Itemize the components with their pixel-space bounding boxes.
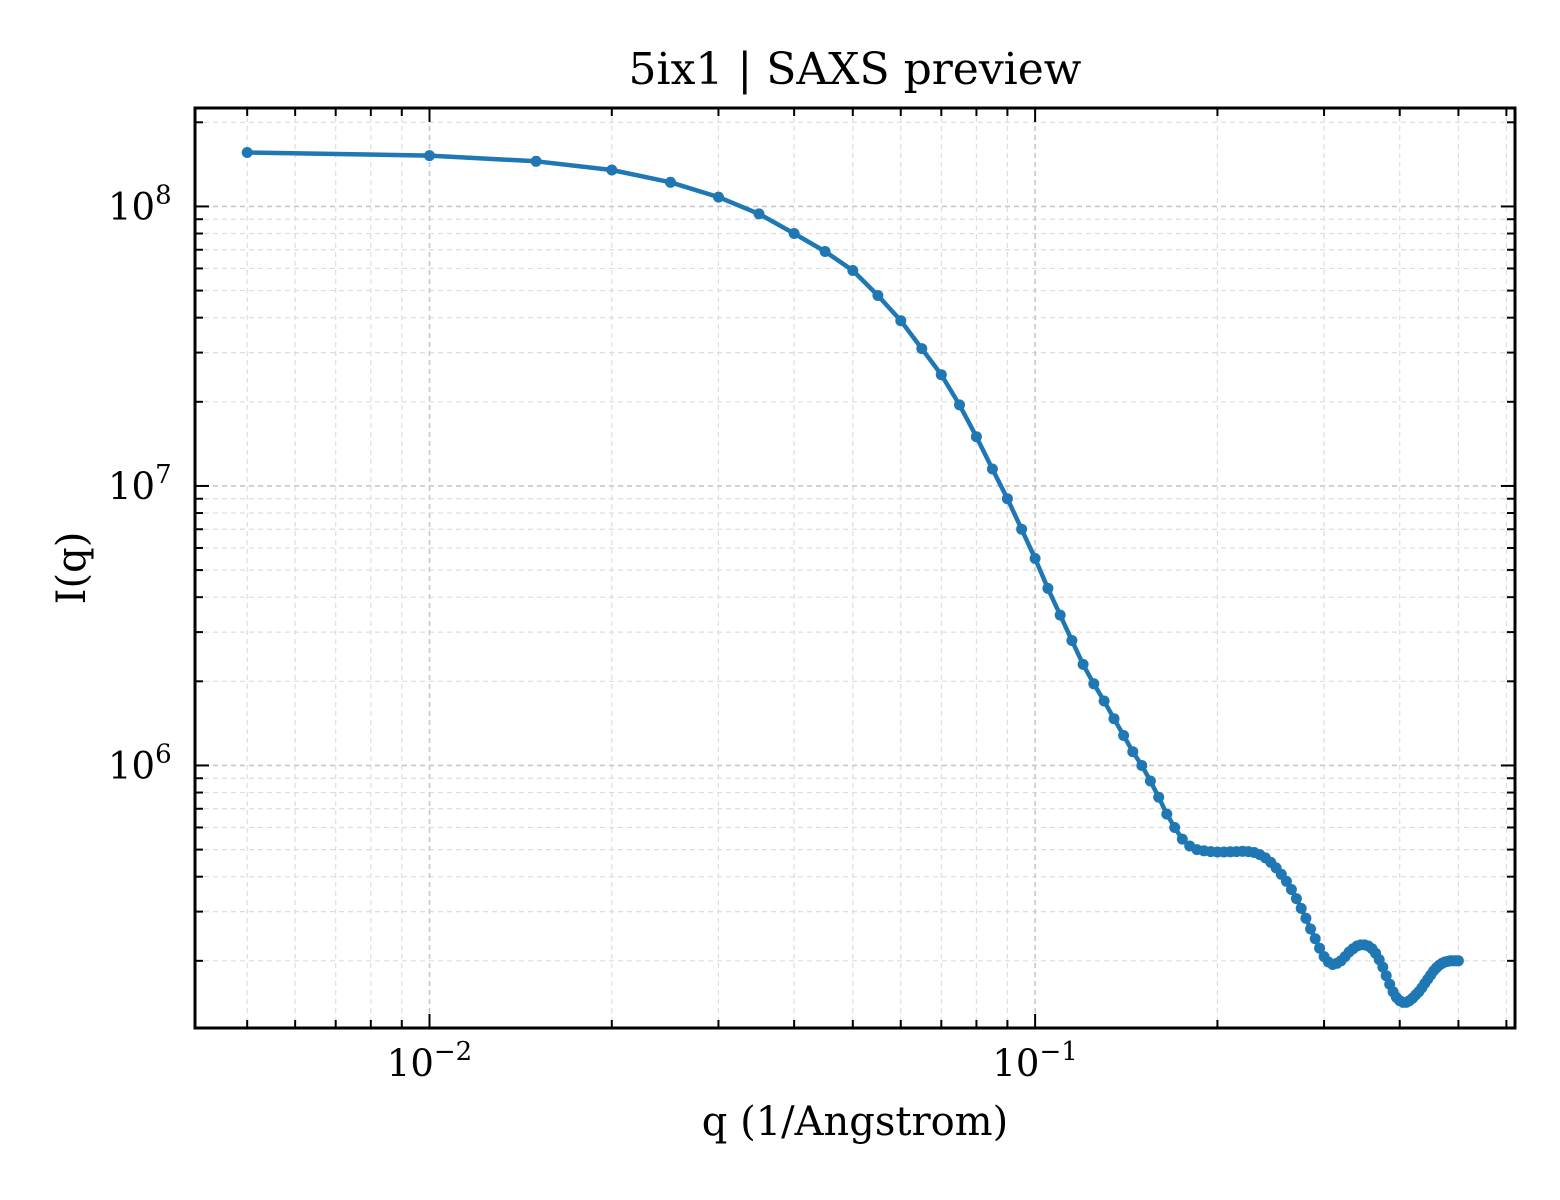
data-point — [1169, 822, 1181, 833]
data-point — [241, 147, 253, 158]
data-point — [1077, 658, 1089, 670]
data-point — [1153, 791, 1165, 803]
data-point — [1314, 942, 1326, 954]
data-point — [606, 164, 618, 176]
tick-labels: 10−2 10−1 106 107 108 — [108, 180, 1078, 1085]
data-point — [986, 463, 998, 475]
data-point — [1452, 955, 1464, 967]
y-tick-label: 107 — [108, 460, 172, 508]
data-point — [1285, 884, 1297, 895]
data-point — [1280, 875, 1292, 887]
plot-frame — [193, 106, 1517, 1030]
data-point — [1380, 970, 1392, 982]
data-point — [1001, 493, 1013, 505]
data-point — [753, 208, 765, 220]
data-point — [1088, 678, 1100, 690]
data-point — [935, 369, 947, 381]
data-point — [1290, 893, 1302, 905]
data-point — [1305, 923, 1317, 935]
data-point — [1054, 609, 1066, 621]
data-point — [713, 191, 724, 203]
data-point — [847, 265, 859, 276]
x-tick-label: 10−1 — [992, 1037, 1077, 1085]
data-point — [1161, 808, 1173, 820]
y-tick-label: 108 — [108, 180, 172, 228]
data-point — [819, 246, 831, 257]
data-point — [1118, 730, 1130, 741]
data-point — [1098, 695, 1110, 707]
data-point — [1309, 933, 1321, 945]
data-point — [916, 343, 928, 355]
data-point — [424, 150, 435, 162]
data-point — [970, 431, 982, 443]
data-point — [954, 399, 965, 411]
data-point — [1377, 961, 1389, 973]
data-point — [1108, 713, 1120, 725]
data-point — [872, 290, 884, 301]
major-gridlines — [195, 108, 1515, 1028]
data-point — [1042, 582, 1054, 594]
data-point — [1176, 833, 1188, 845]
x-tick-label: 10−2 — [387, 1037, 472, 1085]
chart-title: 5ix1 | SAXS preview — [629, 44, 1082, 95]
series-layer — [241, 147, 1464, 1008]
data-point — [1300, 912, 1312, 924]
data-point — [1016, 523, 1028, 535]
data-point — [1127, 746, 1139, 758]
data-point — [1066, 635, 1078, 646]
data-point — [665, 176, 676, 188]
data-point — [788, 228, 800, 239]
data-point — [530, 155, 542, 167]
data-point — [895, 315, 907, 327]
data-point — [1029, 553, 1041, 564]
x-axis-label: q (1/Angstrom) — [702, 1099, 1008, 1145]
minor-gridlines — [195, 108, 1515, 1028]
y-tick-label: 106 — [108, 739, 172, 787]
data-point — [1144, 775, 1156, 787]
data-point — [1136, 760, 1148, 771]
y-axis-label: I(q) — [49, 532, 95, 605]
data-point — [1295, 902, 1307, 914]
